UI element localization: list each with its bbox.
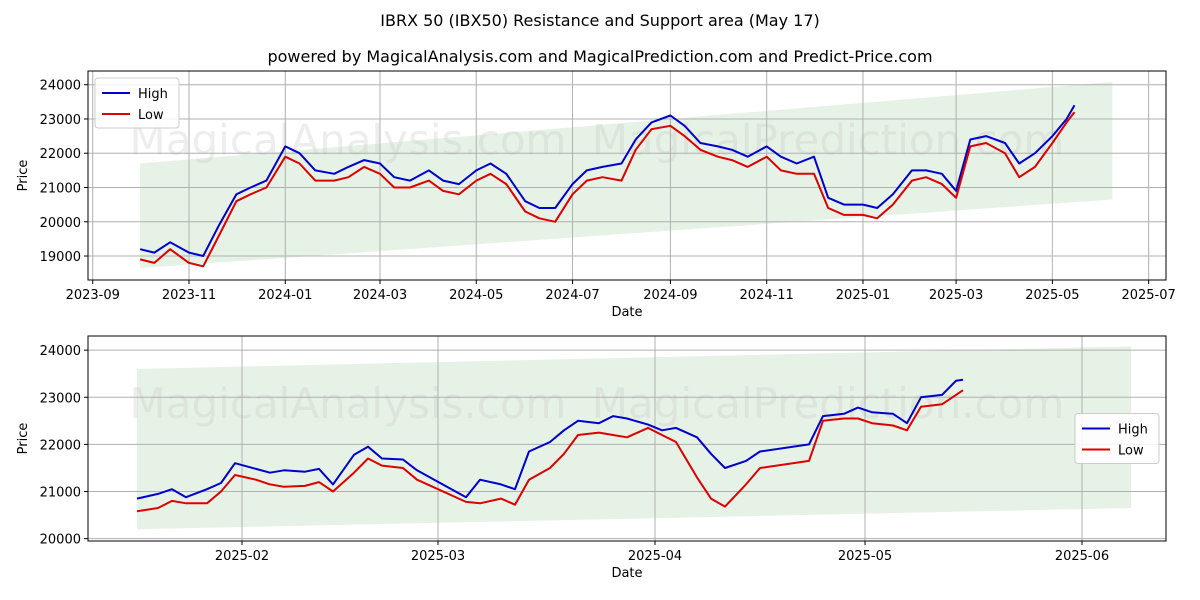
x-tick-label: 2024-05 [449, 288, 503, 303]
x-tick-label: 2024-07 [545, 288, 599, 303]
legend-label-low: Low [1118, 444, 1144, 459]
watermark-text: MagicalAnalysis.com [130, 116, 567, 165]
watermark-text: MagicalAnalysis.com [130, 379, 567, 428]
legend-label-high: High [138, 87, 168, 102]
chart-panel-2: MagicalAnalysis.com MagicalPrediction.com… [16, 335, 1167, 581]
legend-box [1074, 413, 1160, 464]
watermark-text: MagicalPrediction.com [592, 116, 1065, 165]
resistance-support-band [140, 81, 1113, 269]
legend: High Low [94, 77, 180, 129]
chart-panel-1: MagicalAnalysis.com MagicalPrediction.com… [16, 70, 1176, 320]
x-tick-label: 2025-05 [838, 549, 892, 564]
y-tick-label: 20000 [40, 533, 81, 548]
x-tick-label: 2024-03 [353, 288, 407, 303]
y-tick-label: 23000 [40, 391, 81, 406]
y-axis-label: Price [16, 160, 31, 192]
x-tick-label: 2025-03 [411, 549, 465, 564]
x-tick-label: 2025-02 [215, 549, 269, 564]
x-tick-label: 2023-11 [162, 288, 216, 303]
legend-label-low: Low [138, 108, 164, 123]
x-axis-label: Date [611, 566, 642, 581]
x-tick-label: 2024-01 [258, 288, 312, 303]
y-tick-label: 21000 [40, 486, 81, 501]
series-line-high [136, 378, 964, 500]
x-tick-label: 2024-11 [740, 288, 794, 303]
chart-title: IBRX 50 (IBX50) Resistance and Support a… [380, 11, 820, 30]
y-tick-label: 23000 [40, 113, 81, 128]
series-line-high [139, 104, 1076, 257]
legend: High Low [1074, 413, 1160, 464]
resistance-support-band [137, 346, 1131, 530]
series-line-low [136, 389, 964, 513]
y-axis-label: Price [16, 423, 31, 455]
x-tick-label: 2025-04 [628, 549, 682, 564]
x-tick-label: 2025-03 [929, 288, 983, 303]
legend-box [94, 77, 180, 129]
y-tick-label: 24000 [40, 344, 81, 359]
x-tick-label: 2025-07 [1121, 288, 1175, 303]
x-tick-label: 2023-09 [66, 288, 120, 303]
y-tick-label: 22000 [40, 147, 81, 162]
plot-frame [87, 70, 1167, 281]
series-line-low [139, 111, 1076, 268]
y-tick-label: 19000 [40, 250, 81, 265]
y-tick-label: 22000 [40, 438, 81, 453]
x-tick-label: 2025-05 [1025, 288, 1079, 303]
plot-frame [87, 335, 1167, 542]
x-tick-label: 2024-09 [643, 288, 697, 303]
y-tick-label: 20000 [40, 216, 81, 231]
chart-subtitle: powered by MagicalAnalysis.com and Magic… [267, 47, 932, 66]
x-axis-label: Date [611, 305, 642, 320]
y-tick-label: 24000 [40, 79, 81, 94]
legend-label-high: High [1118, 423, 1148, 438]
x-tick-label: 2025-01 [836, 288, 890, 303]
y-tick-label: 21000 [40, 181, 81, 196]
x-tick-label: 2025-06 [1055, 549, 1109, 564]
